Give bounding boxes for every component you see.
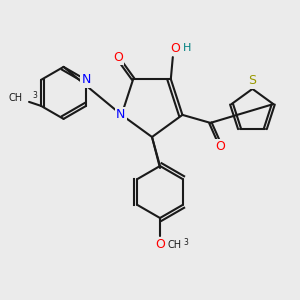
Text: N: N bbox=[81, 74, 91, 86]
Text: N: N bbox=[116, 108, 125, 122]
Text: CH: CH bbox=[9, 93, 23, 103]
Text: O: O bbox=[215, 140, 225, 153]
Text: O: O bbox=[113, 51, 123, 64]
Text: CH: CH bbox=[168, 240, 182, 250]
Text: S: S bbox=[248, 74, 256, 87]
Text: O: O bbox=[170, 42, 180, 55]
Text: 3: 3 bbox=[32, 91, 37, 100]
Text: 3: 3 bbox=[183, 238, 188, 247]
Text: H: H bbox=[183, 43, 191, 53]
Text: O: O bbox=[155, 238, 165, 251]
